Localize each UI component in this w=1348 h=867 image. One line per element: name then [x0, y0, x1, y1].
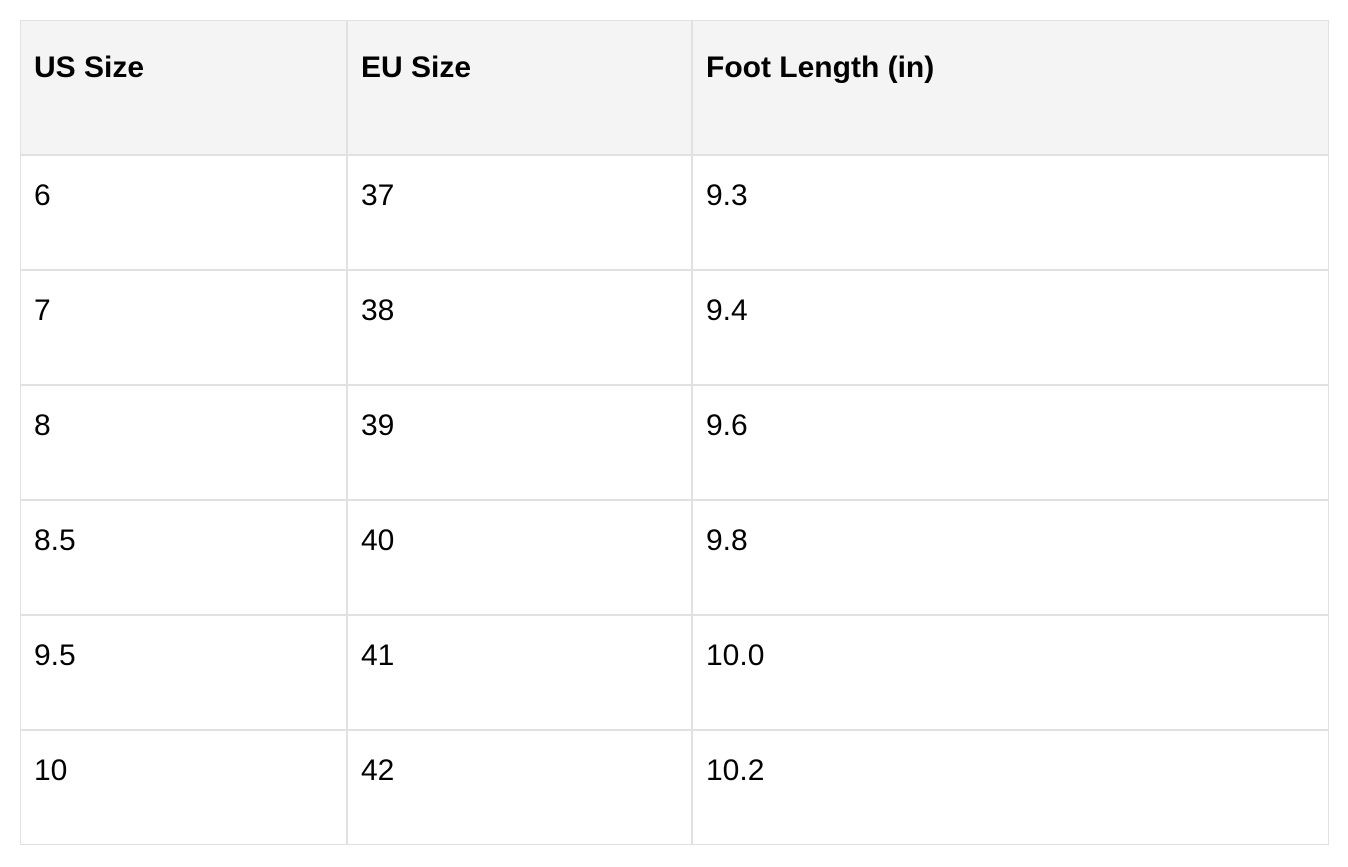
table-row: 10 42 10.2 [20, 730, 1329, 845]
cell-foot-length: 9.6 [692, 385, 1329, 500]
cell-foot-length: 9.4 [692, 270, 1329, 385]
header-cell-us-size: US Size [20, 20, 347, 155]
cell-us-size: 9.5 [20, 615, 347, 730]
cell-eu-size: 40 [347, 500, 692, 615]
table-header-row: US Size EU Size Foot Length (in) [20, 20, 1329, 155]
cell-foot-length: 9.8 [692, 500, 1329, 615]
cell-us-size: 6 [20, 155, 347, 270]
header-cell-eu-size: EU Size [347, 20, 692, 155]
cell-eu-size: 37 [347, 155, 692, 270]
cell-us-size: 10 [20, 730, 347, 845]
size-conversion-table: US Size EU Size Foot Length (in) 6 37 9.… [20, 20, 1329, 845]
cell-eu-size: 38 [347, 270, 692, 385]
cell-us-size: 8 [20, 385, 347, 500]
cell-foot-length: 10.2 [692, 730, 1329, 845]
cell-us-size: 8.5 [20, 500, 347, 615]
cell-eu-size: 42 [347, 730, 692, 845]
cell-us-size: 7 [20, 270, 347, 385]
header-cell-foot-length: Foot Length (in) [692, 20, 1329, 155]
table-row: 8.5 40 9.8 [20, 500, 1329, 615]
table-row: 7 38 9.4 [20, 270, 1329, 385]
table-row: 8 39 9.6 [20, 385, 1329, 500]
cell-foot-length: 9.3 [692, 155, 1329, 270]
table-row: 9.5 41 10.0 [20, 615, 1329, 730]
cell-eu-size: 41 [347, 615, 692, 730]
table-row: 6 37 9.3 [20, 155, 1329, 270]
cell-foot-length: 10.0 [692, 615, 1329, 730]
cell-eu-size: 39 [347, 385, 692, 500]
